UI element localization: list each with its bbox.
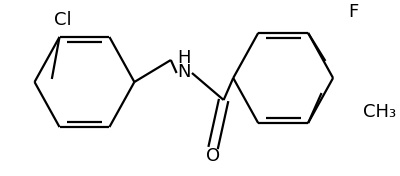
- Text: F: F: [348, 3, 358, 21]
- Text: H: H: [178, 49, 191, 67]
- Text: Cl: Cl: [54, 11, 71, 29]
- Text: CH₃: CH₃: [363, 103, 396, 121]
- Text: O: O: [206, 147, 220, 165]
- Text: N: N: [178, 63, 191, 81]
